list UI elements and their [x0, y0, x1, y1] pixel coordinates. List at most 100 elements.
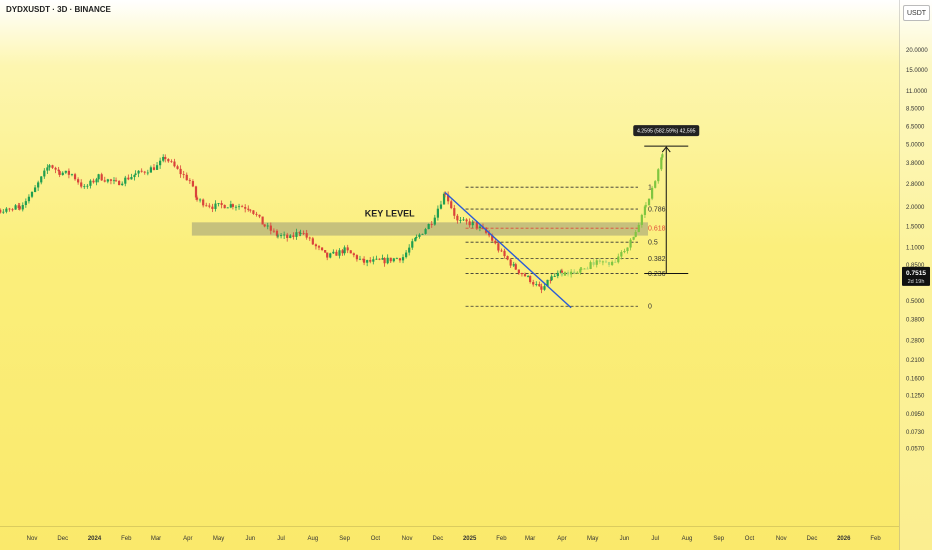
candle: [302, 233, 305, 234]
x-tick-label: Apr: [183, 536, 192, 542]
candle: [381, 258, 384, 260]
candle: [289, 235, 292, 238]
candle: [18, 206, 21, 210]
candle: [57, 169, 60, 172]
fib-label: 0.786: [648, 207, 666, 214]
candle: [269, 225, 272, 231]
candle: [298, 232, 301, 234]
candle: [275, 230, 279, 236]
candle: [103, 180, 106, 182]
x-tick-label: Apr: [557, 536, 566, 542]
candle: [211, 206, 214, 209]
candle: [389, 257, 392, 262]
candle: [202, 199, 205, 206]
candle: [560, 270, 564, 273]
x-tick-label: Nov: [776, 536, 787, 542]
x-tick-label: Mar: [525, 536, 535, 542]
time-axis-line: [0, 526, 899, 527]
symbol-header[interactable]: DYDXUSDT · 3D · BINANCE: [6, 5, 111, 14]
candle: [134, 173, 137, 175]
y-tick-label: 3.8000: [906, 161, 925, 167]
candle: [535, 284, 538, 285]
key-level-zone: [191, 222, 649, 236]
candle: [30, 191, 34, 197]
candle: [130, 177, 133, 180]
y-tick-label: 2.0000: [906, 205, 925, 211]
candle: [317, 246, 321, 248]
candle: [2, 211, 5, 213]
candle: [234, 206, 238, 208]
candle: [398, 258, 402, 261]
candle: [549, 279, 552, 281]
candle: [598, 260, 601, 262]
candle: [83, 186, 86, 188]
candle: [475, 221, 478, 228]
y-tick-label: 0.0950: [906, 412, 925, 418]
y-tick-label: 8.5000: [906, 106, 925, 112]
candle: [33, 187, 37, 192]
x-tick-label: 2024: [88, 536, 102, 542]
candle: [261, 216, 264, 225]
candle: [283, 234, 286, 236]
x-tick-label: Feb: [121, 536, 132, 542]
candle: [77, 179, 80, 183]
candle: [255, 213, 258, 215]
candle: [453, 208, 456, 216]
candle: [244, 207, 247, 209]
candle: [443, 193, 447, 195]
candle: [491, 235, 494, 241]
candle: [586, 268, 589, 270]
candle: [503, 250, 506, 257]
x-tick-label: Mar: [151, 536, 161, 542]
candle: [335, 251, 338, 256]
candle: [540, 286, 543, 290]
fib-label: 0.236: [648, 271, 666, 278]
candle: [188, 180, 191, 182]
candle: [140, 170, 143, 172]
candle: [152, 167, 156, 170]
y-axis-ticks: 20.0000 15.0000 11.0000 8.5000 6.5000 5.0000 3…: [906, 48, 928, 453]
candle: [329, 253, 332, 258]
candle: [95, 179, 98, 183]
candle: [589, 262, 592, 269]
x-tick-label: 2026: [837, 536, 851, 542]
candle: [607, 262, 611, 265]
x-tick-label: Nov: [402, 536, 413, 542]
candle: [118, 180, 121, 186]
candle: [424, 229, 427, 234]
candle: [266, 225, 269, 227]
x-tick-label: Aug: [682, 536, 693, 542]
x-tick-label: Jul: [651, 536, 659, 542]
candle: [553, 276, 556, 277]
candle: [279, 235, 283, 237]
fib-label: 0.618: [648, 226, 666, 233]
candle: [632, 236, 635, 240]
candle: [556, 272, 559, 277]
candle: [24, 201, 27, 206]
candle: [509, 259, 512, 266]
candle: [579, 268, 582, 273]
candle: [231, 204, 234, 207]
candle: [11, 209, 14, 211]
candle: [237, 206, 241, 208]
y-tick-label: 6.5000: [906, 125, 925, 131]
candle: [366, 260, 369, 263]
last-price-value: 0.7515: [906, 270, 926, 277]
candle: [643, 206, 647, 215]
last-price-countdown: 2d 19h: [908, 279, 925, 285]
x-tick-label: Jun: [245, 536, 255, 542]
candle: [563, 272, 567, 276]
candle: [311, 238, 314, 245]
candle: [226, 207, 229, 209]
candle: [529, 276, 532, 283]
measure-tooltip-bg: [633, 125, 700, 137]
x-tick-label: Sep: [339, 536, 350, 542]
candle: [573, 271, 576, 274]
candle: [208, 205, 211, 207]
last-price-marker: 0.7515 2d 19h: [902, 266, 930, 286]
currency-badge[interactable]: USDT: [903, 5, 930, 21]
x-tick-label: Nov: [27, 536, 38, 542]
trendline: [444, 191, 572, 309]
candle: [546, 279, 549, 287]
